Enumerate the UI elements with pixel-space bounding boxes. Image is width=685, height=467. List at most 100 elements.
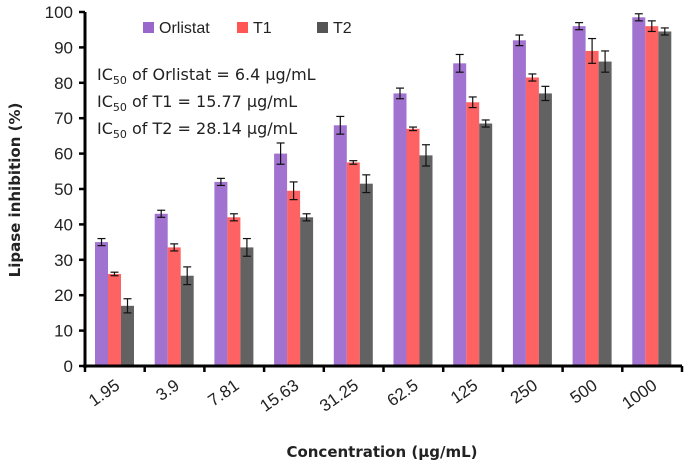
y-tick-label-80: 80 — [54, 74, 73, 93]
error-bar-t1-250 — [528, 73, 537, 82]
ic50-annotations: IC50 of Orlistat = 6.4 μg/mL IC50 of T1 =… — [97, 65, 316, 141]
x-tick-label-3.9: 3.9 — [153, 376, 183, 405]
bar-t2-15.63 — [300, 217, 314, 366]
error-bar-t1-3.9 — [170, 243, 179, 252]
error-bar-orlistat-3.9 — [157, 209, 166, 218]
x-tick-label-7.81: 7.81 — [205, 376, 243, 411]
error-bar-t2-15.63 — [302, 213, 311, 222]
y-axis-title: Lipase inhibition (%) — [6, 103, 24, 278]
error-bar-t2-3.9 — [183, 266, 192, 286]
bar-orlistat-62.5 — [393, 93, 407, 367]
error-bar-orlistat-500 — [575, 22, 584, 31]
error-bar-orlistat-1000 — [634, 13, 643, 22]
error-bar-t2-62.5 — [422, 144, 430, 167]
bar-orlistat-3.9 — [154, 213, 168, 366]
error-bar-t1-1000 — [647, 20, 656, 33]
legend-item-t2: T2 — [317, 20, 352, 37]
y-tick-label-100: 100 — [45, 3, 73, 22]
legend-label-t1: T1 — [253, 20, 272, 37]
legend-item-orlistat: Orlistat — [143, 20, 210, 37]
x-tick-labels: 1.95 3.9 7.81 15.63 31.25 62.5 125 250 500 1000 — [85, 376, 660, 416]
x-tick-label-500: 500 — [567, 376, 601, 408]
bar-t1-7.81 — [227, 217, 241, 366]
bar-orlistat-1.95 — [95, 242, 108, 366]
y-tick-label-10: 10 — [54, 322, 73, 341]
legend-swatch-orlistat — [143, 22, 154, 33]
y-tick-label-60: 60 — [54, 145, 73, 164]
bar-t2-500 — [598, 61, 612, 367]
legend-swatch-t2 — [317, 22, 328, 33]
bar-t1-62.5 — [406, 128, 420, 366]
error-bar-t2-500 — [601, 50, 610, 73]
error-bar-t2-31.25 — [362, 174, 371, 194]
x-tick-label-250: 250 — [507, 376, 541, 408]
bar-t1-31.25 — [346, 162, 360, 366]
axes-layer — [79, 10, 684, 372]
x-tick-label-125: 125 — [447, 376, 481, 408]
error-bars-layer — [97, 13, 669, 314]
bar-orlistat-15.63 — [274, 153, 288, 366]
error-bar-orlistat-250 — [515, 34, 524, 47]
bar-t2-1000 — [658, 31, 672, 366]
bar-orlistat-250 — [512, 40, 526, 366]
bar-t1-1.95 — [108, 273, 121, 366]
error-bar-orlistat-125 — [455, 53, 464, 73]
bar-t1-250 — [525, 77, 539, 367]
error-bar-t2-7.81 — [242, 237, 251, 257]
y-tick-label-90: 90 — [54, 38, 73, 57]
y-tick-label-50: 50 — [54, 180, 73, 199]
x-tick-label-1.95: 1.95 — [85, 376, 123, 411]
bar-orlistat-7.81 — [214, 181, 228, 366]
bar-t2-1.95 — [121, 305, 134, 366]
error-bar-t1-31.25 — [349, 160, 358, 165]
x-tick-label-62.5: 62.5 — [384, 376, 422, 411]
y-tick-label-70: 70 — [54, 109, 73, 128]
bar-t2-62.5 — [419, 155, 433, 366]
ic50-annotation-2: IC50 of T1 = 15.77 μg/mL — [97, 92, 297, 114]
bar-t1-1000 — [645, 26, 659, 366]
ic50-annotation-3: IC50 of T2 = 28.14 μg/mL — [97, 119, 297, 141]
legend-item-t1: T1 — [237, 20, 272, 37]
y-tick-label-40: 40 — [54, 215, 73, 234]
bar-t2-125 — [479, 123, 493, 366]
x-axis-title: Concentration (μg/mL) — [286, 443, 477, 461]
ic50-annotation-1: IC50 of Orlistat = 6.4 μg/mL — [97, 65, 316, 87]
bars-layer — [95, 17, 672, 367]
error-bar-orlistat-7.81 — [216, 177, 225, 187]
error-bar-t2-1.95 — [123, 298, 132, 314]
error-bar-t1-7.81 — [229, 213, 238, 222]
y-tick-label-0: 0 — [64, 357, 73, 376]
bar-t2-31.25 — [359, 183, 373, 366]
bar-orlistat-31.25 — [333, 125, 347, 366]
error-bar-t2-250 — [541, 85, 550, 102]
bar-t2-3.9 — [180, 275, 194, 366]
bar-t1-3.9 — [167, 247, 181, 366]
bar-orlistat-125 — [453, 63, 467, 367]
bar-orlistat-1000 — [632, 17, 646, 367]
bar-t1-500 — [585, 50, 599, 366]
bar-t1-15.63 — [287, 190, 301, 366]
error-bar-orlistat-1.95 — [97, 237, 106, 247]
y-tick-labels: 0 10 20 30 40 50 60 70 80 90 100 — [45, 3, 73, 376]
x-tick-label-1000: 1000 — [619, 376, 661, 413]
bar-orlistat-500 — [572, 26, 586, 366]
legend-label-t2: T2 — [333, 20, 352, 37]
bar-t2-7.81 — [240, 247, 254, 366]
bar-t2-250 — [538, 93, 552, 367]
error-bar-t2-1000 — [660, 27, 669, 36]
error-bar-orlistat-62.5 — [396, 87, 404, 100]
bar-t1-125 — [466, 102, 480, 367]
error-bar-t2-125 — [481, 119, 490, 128]
error-bar-t1-15.63 — [289, 181, 298, 201]
legend-label-orlistat: Orlistat — [159, 20, 210, 37]
error-bar-t1-125 — [468, 96, 477, 109]
y-tick-label-30: 30 — [54, 251, 73, 270]
legend-swatch-t1 — [237, 22, 248, 33]
error-bar-t1-1.95 — [110, 271, 119, 277]
y-tick-label-20: 20 — [54, 286, 73, 305]
error-bar-orlistat-15.63 — [276, 142, 285, 165]
x-tick-label-15.63: 15.63 — [256, 376, 302, 416]
legend: Orlistat T1 T2 — [143, 20, 352, 37]
error-bar-t1-62.5 — [409, 126, 417, 132]
